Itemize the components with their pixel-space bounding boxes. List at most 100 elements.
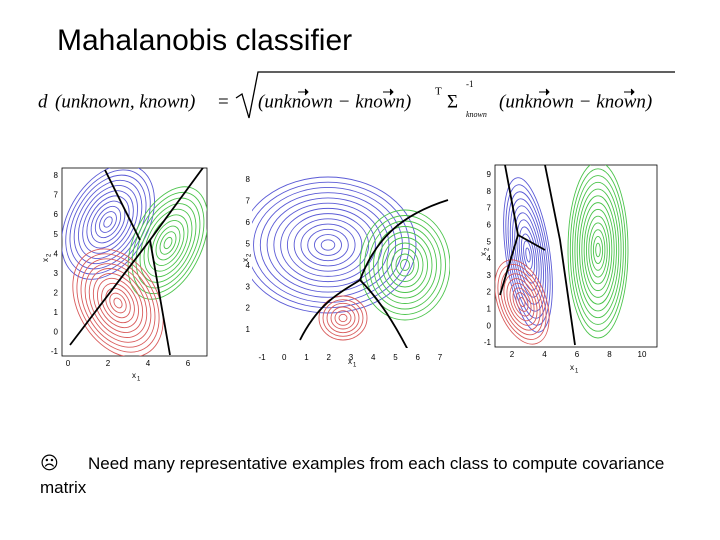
contour <box>495 259 550 345</box>
contour <box>143 208 193 278</box>
contour <box>503 177 553 333</box>
y-tick-label: 5 <box>246 239 251 248</box>
contour-plot <box>62 168 207 356</box>
title: Mahalanobis classifier <box>57 24 352 57</box>
contour <box>574 181 622 319</box>
contour <box>252 181 410 309</box>
contour <box>253 187 403 303</box>
bullet-text: Need many representative examples from e… <box>40 454 665 497</box>
decision-boundary <box>359 279 408 348</box>
y-tick-label: 6 <box>487 221 492 230</box>
contour <box>330 306 356 330</box>
x-tick-label: 2 <box>510 350 515 359</box>
vector-arrows <box>298 88 635 96</box>
y-tick-label: -1 <box>51 347 59 356</box>
contour <box>576 188 620 312</box>
y-tick-label: 1 <box>487 305 492 314</box>
contour <box>395 253 415 277</box>
contour <box>512 287 532 317</box>
x-tick-label: 4 <box>542 350 547 359</box>
x-tick-label: 0 <box>66 359 71 368</box>
contour <box>377 231 433 299</box>
y-tick-label: 8 <box>246 175 251 184</box>
contour <box>588 222 608 278</box>
contour <box>515 292 529 312</box>
contour <box>151 220 185 266</box>
contour <box>391 248 419 282</box>
x-tick-label: -1 <box>258 353 266 362</box>
contour <box>77 185 139 259</box>
contour <box>259 192 397 298</box>
x-tick-label: 5 <box>393 353 398 362</box>
contour <box>514 212 542 298</box>
y-axis-label: x <box>241 258 250 262</box>
contour <box>293 218 363 272</box>
y-tick-label: 6 <box>54 210 59 219</box>
contour <box>73 179 143 265</box>
y-tick-label: 2 <box>246 304 251 313</box>
contour <box>127 186 207 300</box>
contour <box>518 296 526 308</box>
y-tick-label: 0 <box>487 321 492 330</box>
contour <box>155 225 181 261</box>
contour <box>113 297 123 309</box>
contour <box>300 223 356 267</box>
contour <box>163 236 173 250</box>
y-tick-label: 8 <box>487 187 492 196</box>
x-axis-label: x <box>348 357 352 366</box>
contour <box>266 197 390 293</box>
contour <box>139 203 197 283</box>
contour <box>500 268 544 336</box>
contour <box>583 208 613 292</box>
contour <box>567 165 629 339</box>
y-tick-label: 7 <box>246 197 251 206</box>
x-tick-label: 4 <box>146 359 151 368</box>
contour <box>103 216 113 228</box>
contour <box>101 282 135 324</box>
decision-boundary <box>359 199 449 281</box>
decision-boundary <box>544 165 576 346</box>
x-tick-label: 6 <box>186 359 191 368</box>
y-tick-label: 4 <box>487 254 492 263</box>
contour <box>572 175 624 325</box>
contour <box>590 229 606 271</box>
decision-boundary <box>517 234 546 251</box>
contour <box>569 168 627 332</box>
y-tick-label: -1 <box>484 338 492 347</box>
contour <box>326 302 360 334</box>
y-tick-label: 4 <box>246 261 251 270</box>
sqrt-sign <box>235 71 675 119</box>
bullet-symbol: ☹ <box>40 453 59 473</box>
y-tick-label: 1 <box>54 308 59 317</box>
contour <box>280 207 376 283</box>
contour <box>581 202 615 298</box>
formula-eq: = <box>218 91 229 112</box>
formula-diff2: (unknown − known) <box>499 91 652 112</box>
x-tick-label: 1 <box>304 353 309 362</box>
y-axis-sub: 2 <box>485 247 491 251</box>
contour <box>76 253 160 353</box>
contour <box>273 202 383 288</box>
contour <box>518 226 538 284</box>
y-tick-label: 9 <box>487 170 492 179</box>
y-tick-label: 5 <box>54 230 59 239</box>
y-tick-label: 3 <box>54 269 59 278</box>
contour <box>359 209 450 321</box>
contour <box>503 273 541 331</box>
y-tick-label: 6 <box>246 218 251 227</box>
contour <box>72 248 164 356</box>
bullet-box: Need many representative examples from e… <box>40 454 665 497</box>
formula-transpose: T <box>435 86 442 98</box>
formula-sub: known <box>466 110 487 119</box>
formula-args: (unknown, known) <box>55 91 195 112</box>
y-tick-label: 3 <box>246 282 251 291</box>
x-tick-label: 6 <box>416 353 421 362</box>
contour-plot <box>252 176 450 348</box>
contour <box>109 292 127 314</box>
contour <box>320 239 336 251</box>
contour <box>579 195 617 305</box>
contour <box>525 247 531 263</box>
contour <box>386 242 424 288</box>
contour <box>509 282 535 322</box>
